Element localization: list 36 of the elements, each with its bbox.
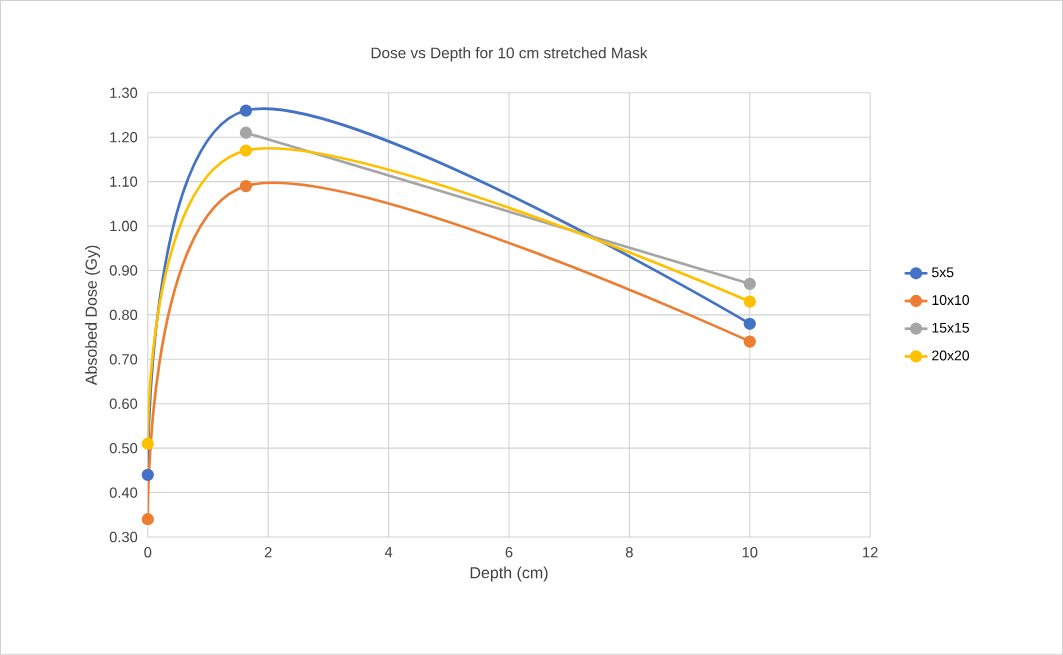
point (141, 513, 154, 526)
y-tick-label: 0.80 (109, 309, 138, 321)
point (239, 144, 253, 157)
y-tick-label: 0.30 (109, 531, 138, 543)
x-tick-label: 10 (742, 547, 758, 558)
legend-label: 15x15 (932, 323, 970, 333)
x-tick-label: 0 (144, 547, 152, 558)
x-tick-label: 2 (264, 547, 272, 558)
legend-label: 5x5 (932, 267, 954, 278)
point (239, 180, 253, 193)
x-tick-label: 6 (505, 547, 513, 558)
x-tick-label: 4 (384, 547, 393, 558)
y-tick-label: 1.10 (110, 176, 138, 187)
point (141, 437, 154, 450)
point (239, 104, 253, 117)
y-tick-label: 0.60 (109, 398, 138, 410)
point (743, 295, 756, 308)
y-tick-label: 1.20 (110, 132, 138, 143)
x-tick-label: 12 (863, 547, 878, 558)
y-tick-label: 0.70 (109, 354, 138, 365)
x-tick-label: 8 (625, 547, 633, 558)
y-tick-label: 0.90 (109, 265, 138, 276)
point (743, 317, 756, 331)
legend-label: 20x20 (932, 350, 970, 361)
point (743, 277, 756, 291)
x-axis-title: Depth (cm) (470, 566, 548, 582)
point (743, 335, 756, 348)
y-tick-label: 0.50 (109, 443, 138, 454)
y-tick-label: 1.30 (110, 87, 138, 99)
y-tick-label: 0.40 (109, 487, 138, 498)
point (239, 126, 253, 139)
y-axis-title: Absobed Dose (Gy) (85, 245, 101, 386)
y-tick-label: 1.00 (110, 220, 138, 232)
legend-label: 10x10 (932, 295, 970, 306)
chart-title: Dose vs Depth for 10 cm stretched Mask (371, 47, 648, 62)
point (141, 468, 154, 482)
